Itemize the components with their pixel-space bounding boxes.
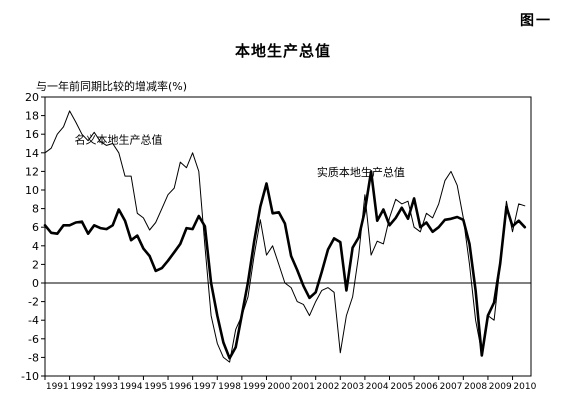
y-axis-label: 与一年前同期比较的增减率(%) (36, 80, 188, 93)
series-annotation: 实质本地生产总值 (317, 165, 405, 179)
x-tick-label: 2005 (390, 382, 413, 392)
x-tick-label: 1996 (169, 382, 192, 392)
y-tick-label: 16 (25, 128, 39, 141)
y-tick-label: -10 (21, 370, 39, 383)
y-tick-label: -6 (28, 333, 39, 346)
x-tick-label: 2006 (415, 382, 438, 392)
figure-label: 图一 (520, 13, 552, 29)
plot-frame (44, 96, 532, 377)
series-line-real (43, 170, 527, 360)
y-tick-label: 20 (25, 91, 39, 104)
x-tick-label: 1998 (218, 382, 241, 392)
x-tick-label: 1997 (193, 382, 216, 392)
y-tick-label: 12 (25, 165, 39, 178)
x-tick-label: 2002 (317, 382, 340, 392)
y-tick-label: 2 (32, 258, 39, 271)
x-tick-label: 1995 (144, 382, 167, 392)
series-annotation: 名义本地生产总值 (75, 133, 163, 147)
x-tick-label: 2004 (366, 382, 389, 392)
x-tick-label: 1991 (46, 382, 69, 392)
y-tick-label: 8 (32, 203, 39, 216)
y-tick-label: 6 (32, 221, 39, 234)
x-tick-label: 1999 (243, 382, 266, 392)
chart-title: 本地生产总值 (234, 42, 331, 60)
y-tick-label: 0 (32, 277, 39, 290)
y-tick-label: -8 (28, 351, 39, 364)
x-tick-label: 2001 (292, 382, 315, 392)
series-line-nominal (44, 110, 526, 363)
x-tick-label: 2010 (513, 382, 536, 392)
y-tick-label: 18 (25, 110, 39, 123)
x-tick-label: 1994 (120, 382, 143, 392)
x-tick-label: 2000 (267, 382, 290, 392)
y-tick-label: 4 (32, 240, 39, 253)
y-tick-label: -2 (28, 296, 39, 309)
y-tick-label: 14 (25, 147, 39, 160)
x-tick-label: 1993 (95, 382, 118, 392)
x-tick-label: 2007 (440, 382, 463, 392)
x-tick-label: 2008 (464, 382, 487, 392)
x-tick-label: 2009 (489, 382, 512, 392)
x-tick-label: 1992 (70, 382, 93, 392)
y-tick-label: -4 (28, 314, 39, 327)
x-tick-label: 2003 (341, 382, 364, 392)
y-tick-label: 10 (25, 184, 39, 197)
